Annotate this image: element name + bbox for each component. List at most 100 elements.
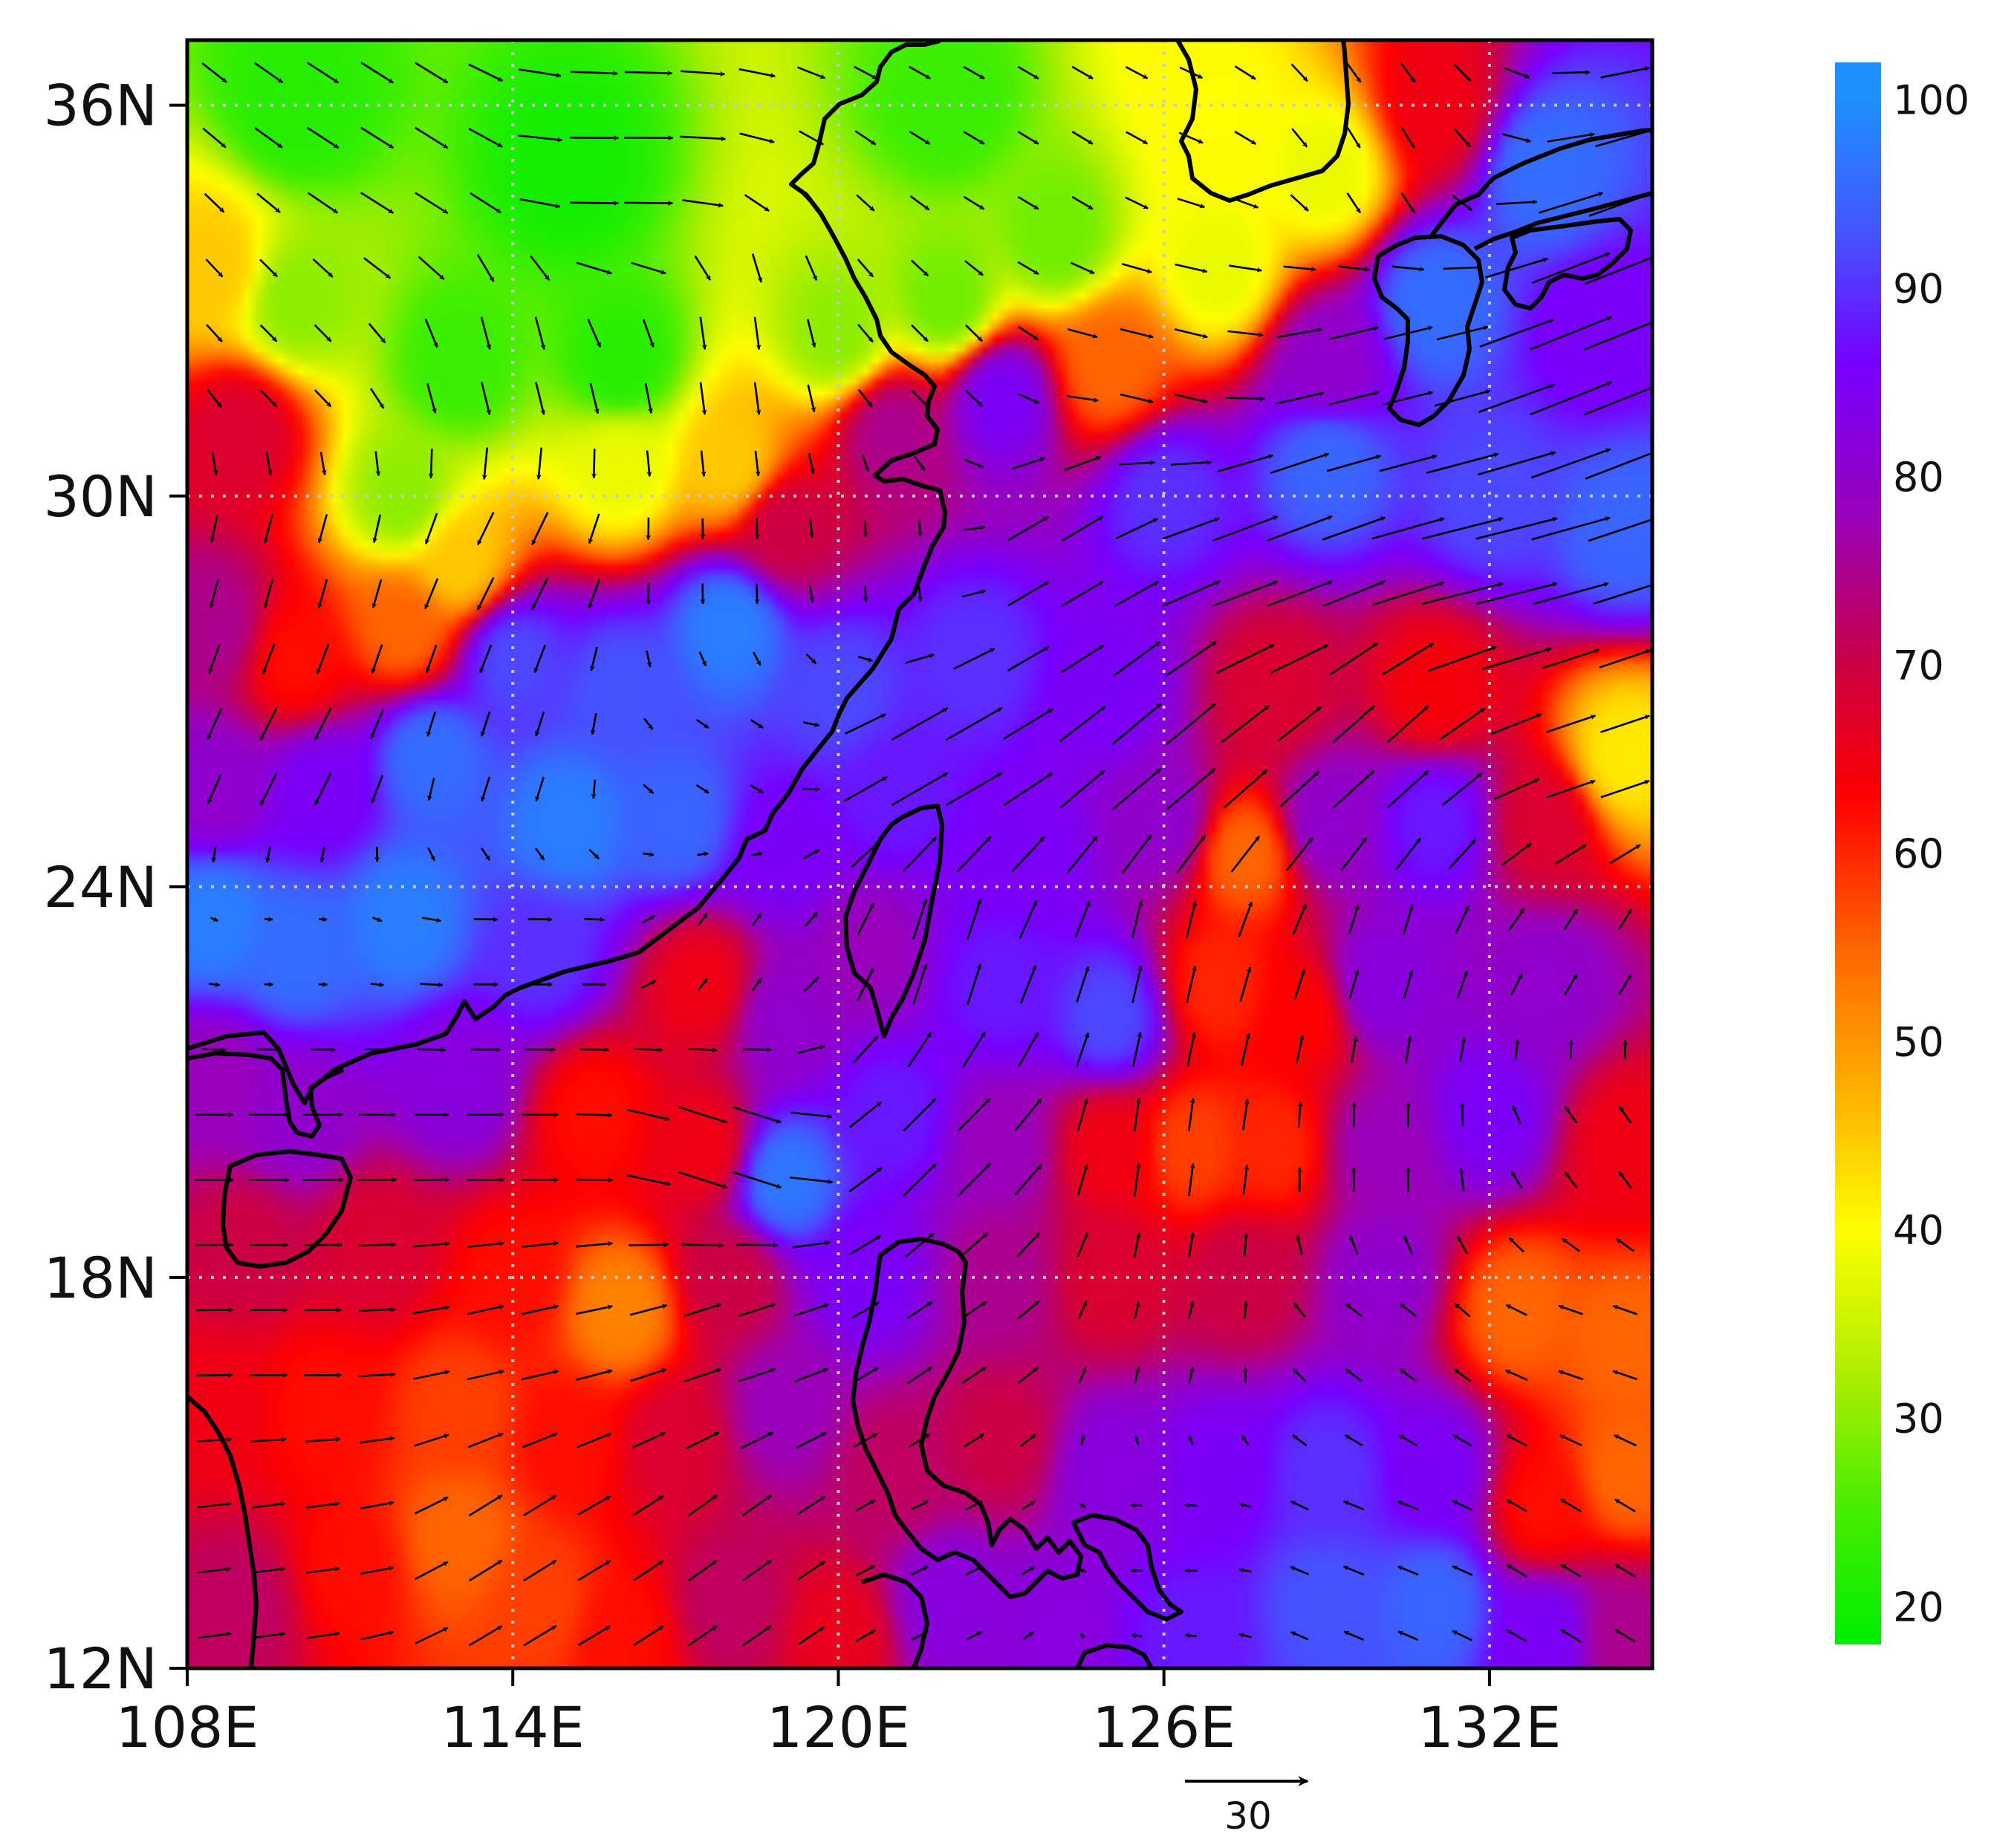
graticule-grid [187, 40, 1652, 1668]
wind-arrow [1326, 455, 1382, 472]
wind-arrow [1342, 1565, 1365, 1576]
wind-arrow [1230, 836, 1260, 873]
wind-arrow [753, 382, 761, 415]
wind-arrow [741, 1494, 772, 1517]
coastline-hainan [221, 1149, 353, 1269]
colorbar-tick-label: 80 [1893, 454, 1944, 501]
wind-arrow [1166, 703, 1216, 745]
wind-arrow [467, 1369, 505, 1381]
wind-arrow [1612, 1370, 1638, 1381]
wind-arrow [1405, 1035, 1412, 1063]
wind-arrow [1348, 969, 1360, 999]
wind-arrow [358, 1242, 397, 1248]
wind-arrow [317, 579, 328, 609]
wind-arrow [1007, 581, 1049, 607]
wind-arrow [1345, 1303, 1363, 1318]
wind-arrow [1448, 839, 1477, 870]
wind-arrow [1485, 257, 1549, 279]
wind-arrow [1079, 1434, 1085, 1446]
wind-arrow [1276, 327, 1323, 339]
wind-arrow [1067, 835, 1098, 873]
wind-arrow [741, 1559, 772, 1582]
wind-arrow [469, 1559, 503, 1582]
wind-arrow [576, 1112, 613, 1118]
wind-arrow [265, 452, 273, 475]
wind-arrow [643, 851, 655, 857]
wind-arrow [319, 452, 327, 475]
wind-arrow [797, 66, 826, 79]
wind-arrow [201, 62, 227, 83]
wind-arrow [1332, 705, 1375, 744]
wind-arrow [207, 388, 222, 408]
wind-arrow [1071, 65, 1094, 80]
wind-arrow [1293, 969, 1305, 1000]
coastline-luzon [851, 1237, 1083, 1599]
wind-arrow [1387, 770, 1429, 808]
wind-arrow [796, 1431, 827, 1449]
wind-arrow [1403, 904, 1414, 934]
wind-arrow [857, 258, 874, 278]
wind-arrow [467, 1304, 505, 1315]
wind-arrow [957, 1097, 991, 1132]
wind-arrow [852, 1035, 879, 1064]
wind-arrow [519, 68, 562, 78]
wind-arrow [535, 776, 545, 802]
wind-arrow [1066, 394, 1099, 403]
wind-arrow [1560, 1628, 1582, 1643]
wind-arrow [1223, 769, 1268, 809]
wind-arrow [211, 846, 217, 863]
wind-arrow [198, 1631, 232, 1639]
wind-arrow [481, 847, 491, 861]
reference-vector-label: 30 [1224, 1795, 1272, 1838]
wind-arrow [1022, 1631, 1034, 1641]
wind-arrow [209, 579, 219, 608]
wind-arrow [469, 1625, 503, 1647]
wind-arrow [1126, 66, 1149, 79]
wind-arrow [1584, 386, 1652, 416]
wind-arrow [1120, 328, 1154, 339]
y-axis: 12N 18N 24N 30N 36N [43, 73, 187, 1702]
wind-arrow [855, 1629, 876, 1642]
wind-arrow [259, 324, 278, 342]
wind-arrow [1443, 264, 1482, 270]
wind-arrow [631, 1431, 666, 1449]
wind-arrow [682, 199, 724, 208]
wind-arrow [646, 650, 652, 668]
wind-arrow [1188, 1435, 1194, 1445]
wind-arrow [1458, 1168, 1465, 1191]
wind-arrow [370, 982, 385, 988]
wind-arrow [473, 917, 498, 923]
wind-arrow [797, 1561, 825, 1581]
wind-arrow [738, 1303, 776, 1318]
wind-arrow [1076, 966, 1090, 1003]
wind-arrow [683, 1303, 722, 1317]
coastline-indochina [187, 1394, 259, 1668]
wind-arrow [1397, 1565, 1419, 1576]
colorbar-tick-label: 90 [1893, 265, 1944, 312]
wind-arrow [1399, 1368, 1417, 1382]
wind-arrow [205, 258, 224, 278]
wind-arrow [965, 1565, 983, 1576]
wind-arrow [208, 643, 221, 674]
wind-arrow [1017, 1032, 1039, 1067]
wind-arrow [363, 257, 392, 279]
wind-arrow [751, 977, 762, 992]
wind-arrow [207, 774, 222, 804]
wind-arrow [1275, 391, 1325, 405]
wind-arrow [319, 917, 328, 923]
wind-arrow [1221, 704, 1270, 744]
wind-arrow [1292, 1434, 1308, 1447]
wind-arrow [1007, 645, 1050, 671]
wind-arrow [588, 579, 601, 609]
wind-arrow [1003, 772, 1053, 807]
wind-arrow [413, 1370, 450, 1380]
wind-arrow [1345, 62, 1362, 83]
wind-arrow [754, 450, 761, 477]
wind-arrow [369, 388, 385, 409]
wind-arrow [856, 902, 875, 937]
wind-arrow [1188, 1232, 1195, 1258]
wind-arrow [1243, 1301, 1249, 1319]
wind-arrow [259, 772, 278, 806]
wind-arrow [956, 836, 992, 873]
wind-arrow [803, 977, 819, 992]
